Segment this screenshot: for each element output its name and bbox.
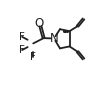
Text: O: O [35, 17, 44, 30]
Text: F: F [30, 52, 36, 62]
Text: F: F [19, 45, 25, 55]
Text: F: F [19, 32, 25, 42]
Text: N: N [50, 32, 58, 45]
